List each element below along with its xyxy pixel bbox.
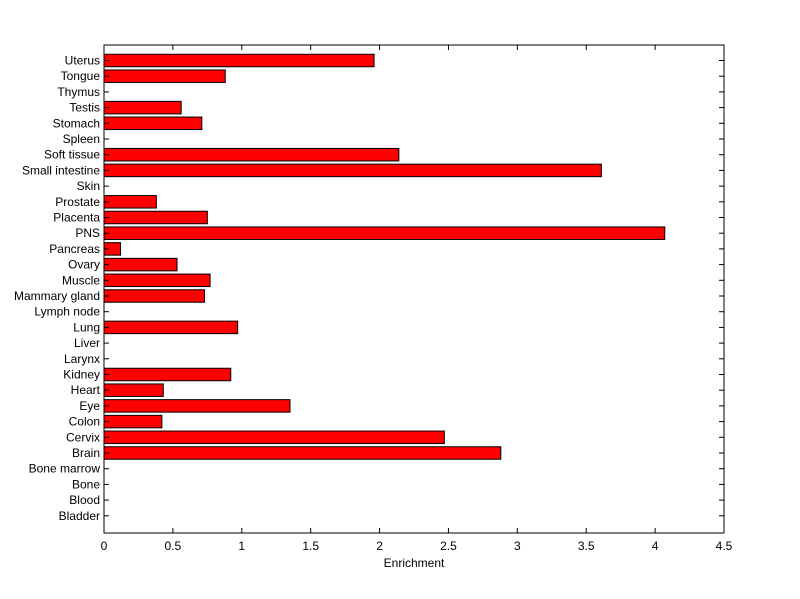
y-tick-label: Prostate: [55, 195, 100, 209]
y-tick-label: Colon: [69, 415, 100, 429]
x-tick-label: 0.5: [165, 539, 182, 553]
bar-prostate: [103, 195, 157, 209]
x-tick-label: 4.5: [716, 539, 733, 553]
bar-mammary-gland: [103, 289, 206, 303]
y-tick-label: Placenta: [53, 211, 100, 225]
bar-ovary: [103, 257, 178, 272]
bar-cervix: [103, 430, 445, 445]
bar-kidney: [103, 367, 232, 382]
bar-testis: [103, 100, 182, 115]
y-tick-label: Uterus: [65, 54, 100, 68]
bar-colon: [103, 414, 163, 429]
y-tick-label: Small intestine: [22, 163, 100, 177]
y-tick-label: Skin: [77, 179, 100, 193]
y-tick-label: Soft tissue: [44, 148, 100, 162]
y-tick-label: Muscle: [62, 273, 100, 287]
bar-tongue: [103, 69, 226, 83]
bar-stomach: [103, 116, 203, 131]
bar-eye: [103, 399, 291, 413]
y-tick-label: Bladder: [59, 509, 100, 523]
x-ticks-group: 0 0.5 1 1.5 2 2.5 3 3.5 4 4.5: [101, 45, 733, 553]
x-tick-label: 1.5: [302, 539, 319, 553]
y-tick-label: Stomach: [53, 116, 100, 130]
x-tick-label: 0: [101, 539, 108, 553]
y-tick-label: Testis: [69, 101, 100, 115]
bar-pns: [103, 226, 666, 240]
y-tick-label: Heart: [71, 383, 101, 397]
x-tick-label: 3.5: [578, 539, 595, 553]
x-tick-label: 2: [376, 539, 383, 553]
y-tick-label: Tongue: [61, 69, 101, 83]
x-tick-label: 1: [238, 539, 245, 553]
y-tick-label: Pancreas: [49, 242, 100, 256]
y-tick-label: Lung: [73, 320, 100, 334]
y-tick-label: Kidney: [63, 368, 100, 382]
x-tick-label: 2.5: [440, 539, 457, 553]
y-tick-label: Cervix: [66, 430, 100, 444]
y-tick-label: Liver: [74, 336, 100, 350]
y-tick-label: Ovary: [68, 258, 100, 272]
bar-soft-tissue: [103, 147, 400, 162]
bar-placenta: [103, 210, 208, 225]
y-tick-label: PNS: [75, 226, 100, 240]
bar-heart: [103, 383, 164, 397]
x-tick-label: 4: [652, 539, 659, 553]
bar-uterus: [103, 53, 375, 68]
y-tick-label: Blood: [69, 493, 100, 507]
y-tick-label: Bone: [72, 477, 100, 491]
y-tick-label: Larynx: [64, 352, 100, 366]
bar-muscle: [103, 273, 211, 288]
y-tick-label: Thymus: [57, 85, 100, 99]
y-tick-label: Mammary gland: [14, 289, 100, 303]
y-tick-label: Bone marrow: [29, 462, 101, 476]
x-axis-label: Enrichment: [384, 556, 445, 570]
y-tick-label: Brain: [72, 446, 100, 460]
bar-lung: [103, 320, 239, 335]
bar-brain: [103, 446, 502, 460]
y-tick-label: Eye: [79, 399, 100, 413]
bars-group: [103, 53, 666, 460]
bar-small-intestine: [103, 163, 602, 178]
y-tick-label: Lymph node: [34, 305, 100, 319]
x-tick-label: 3: [514, 539, 521, 553]
y-tick-label: Spleen: [63, 132, 100, 146]
